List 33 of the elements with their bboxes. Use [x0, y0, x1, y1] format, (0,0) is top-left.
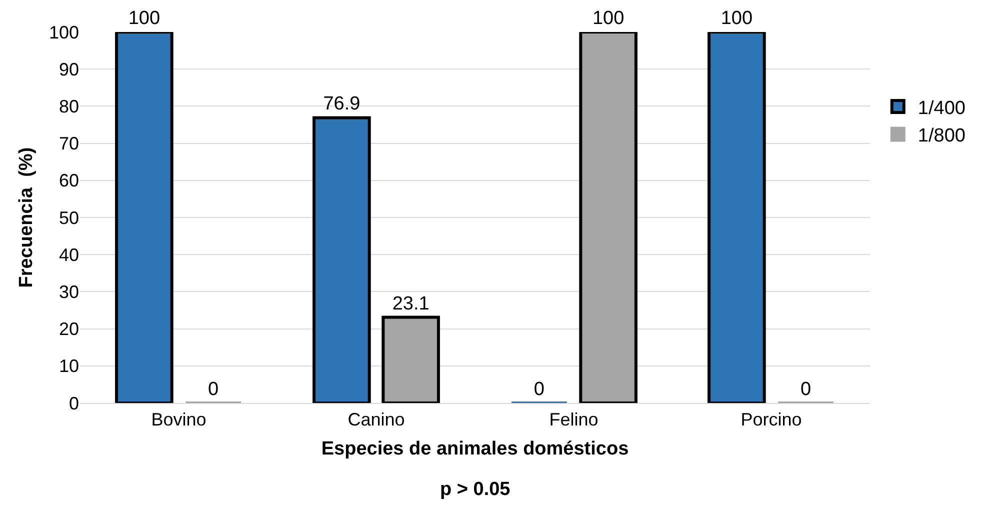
x-axis-title: Especies de animales domésticos [321, 438, 629, 460]
y-tick-label: 80 [58, 96, 79, 116]
data-label: 100 [128, 8, 160, 29]
data-label: 0 [208, 379, 219, 400]
text: p > 0.05 [440, 479, 511, 500]
x-tick-label: Bovino [151, 410, 206, 430]
y-tick-label: 30 [58, 282, 79, 302]
y-axis-title: Frecuencia (%) [16, 147, 37, 288]
y-tick-label: 60 [58, 170, 79, 191]
y-tick-label: 40 [58, 244, 79, 265]
bar [115, 32, 174, 403]
data-label: 76.9 [323, 94, 360, 115]
y-tick-label: 90 [58, 59, 79, 80]
bar [708, 32, 766, 403]
bar [382, 316, 440, 403]
x-tick-label: Canino [348, 410, 405, 430]
y-tick-label: 70 [58, 134, 79, 154]
bar [579, 32, 638, 403]
data-label: 0 [800, 379, 812, 400]
x-tick-label: Porcino [740, 410, 802, 430]
y-tick-label: 50 [58, 208, 79, 228]
data-label: 0 [534, 379, 544, 400]
y-tick-label: 100 [48, 22, 79, 42]
data-label: 23.1 [392, 293, 430, 314]
bar [312, 116, 371, 403]
legend-label: 1/400 [918, 98, 966, 119]
data-label: 100 [592, 8, 624, 29]
data-label: 100 [720, 8, 753, 29]
x-tick-label: Felino [549, 410, 598, 430]
y-tick-label: 0 [68, 393, 79, 414]
y-tick-label: 20 [58, 319, 79, 340]
legend-label: 1/800 [918, 126, 966, 147]
y-tick-label: 10 [58, 356, 79, 376]
